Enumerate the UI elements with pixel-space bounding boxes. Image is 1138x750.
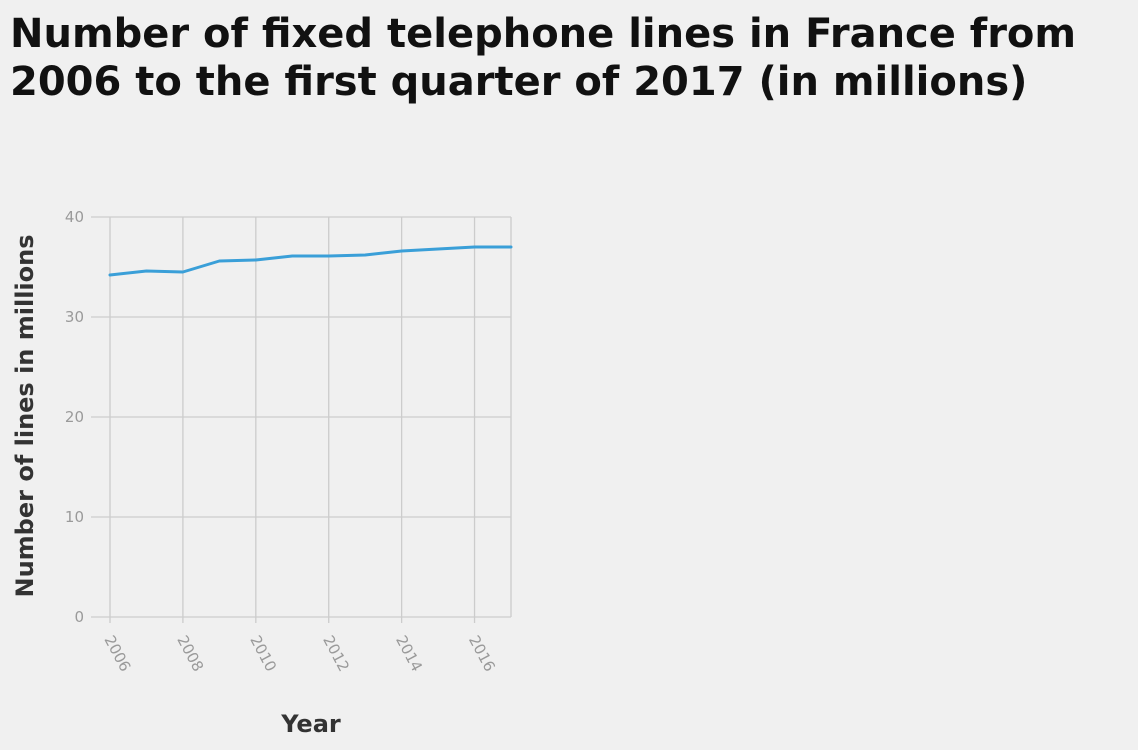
series-line [108, 245, 513, 277]
tick-labels: 0 10 20 30 40 2006 2008 2010 2012 2014 2016 [65, 208, 499, 675]
x-tick-label: 2016 [465, 632, 499, 674]
x-tick-label: 2014 [392, 632, 426, 674]
series-layer [108, 245, 513, 277]
y-tick-label: 20 [65, 408, 84, 426]
x-axis-title: Year [280, 710, 341, 738]
x-tick-label: 2010 [246, 632, 280, 674]
x-tick-label: 2006 [100, 632, 134, 674]
chart-title: Number of fixed telephone lines in Franc… [10, 11, 1077, 105]
y-tick-label: 10 [65, 508, 84, 526]
y-tick-label: 40 [65, 208, 84, 226]
x-tick-label: 2012 [319, 632, 353, 674]
y-axis-title: Number of lines in millions [11, 234, 39, 597]
grid-lines [91, 216, 512, 623]
x-tick-label: 2008 [173, 632, 207, 674]
y-tick-label: 30 [65, 308, 84, 326]
y-tick-label: 0 [74, 608, 84, 626]
